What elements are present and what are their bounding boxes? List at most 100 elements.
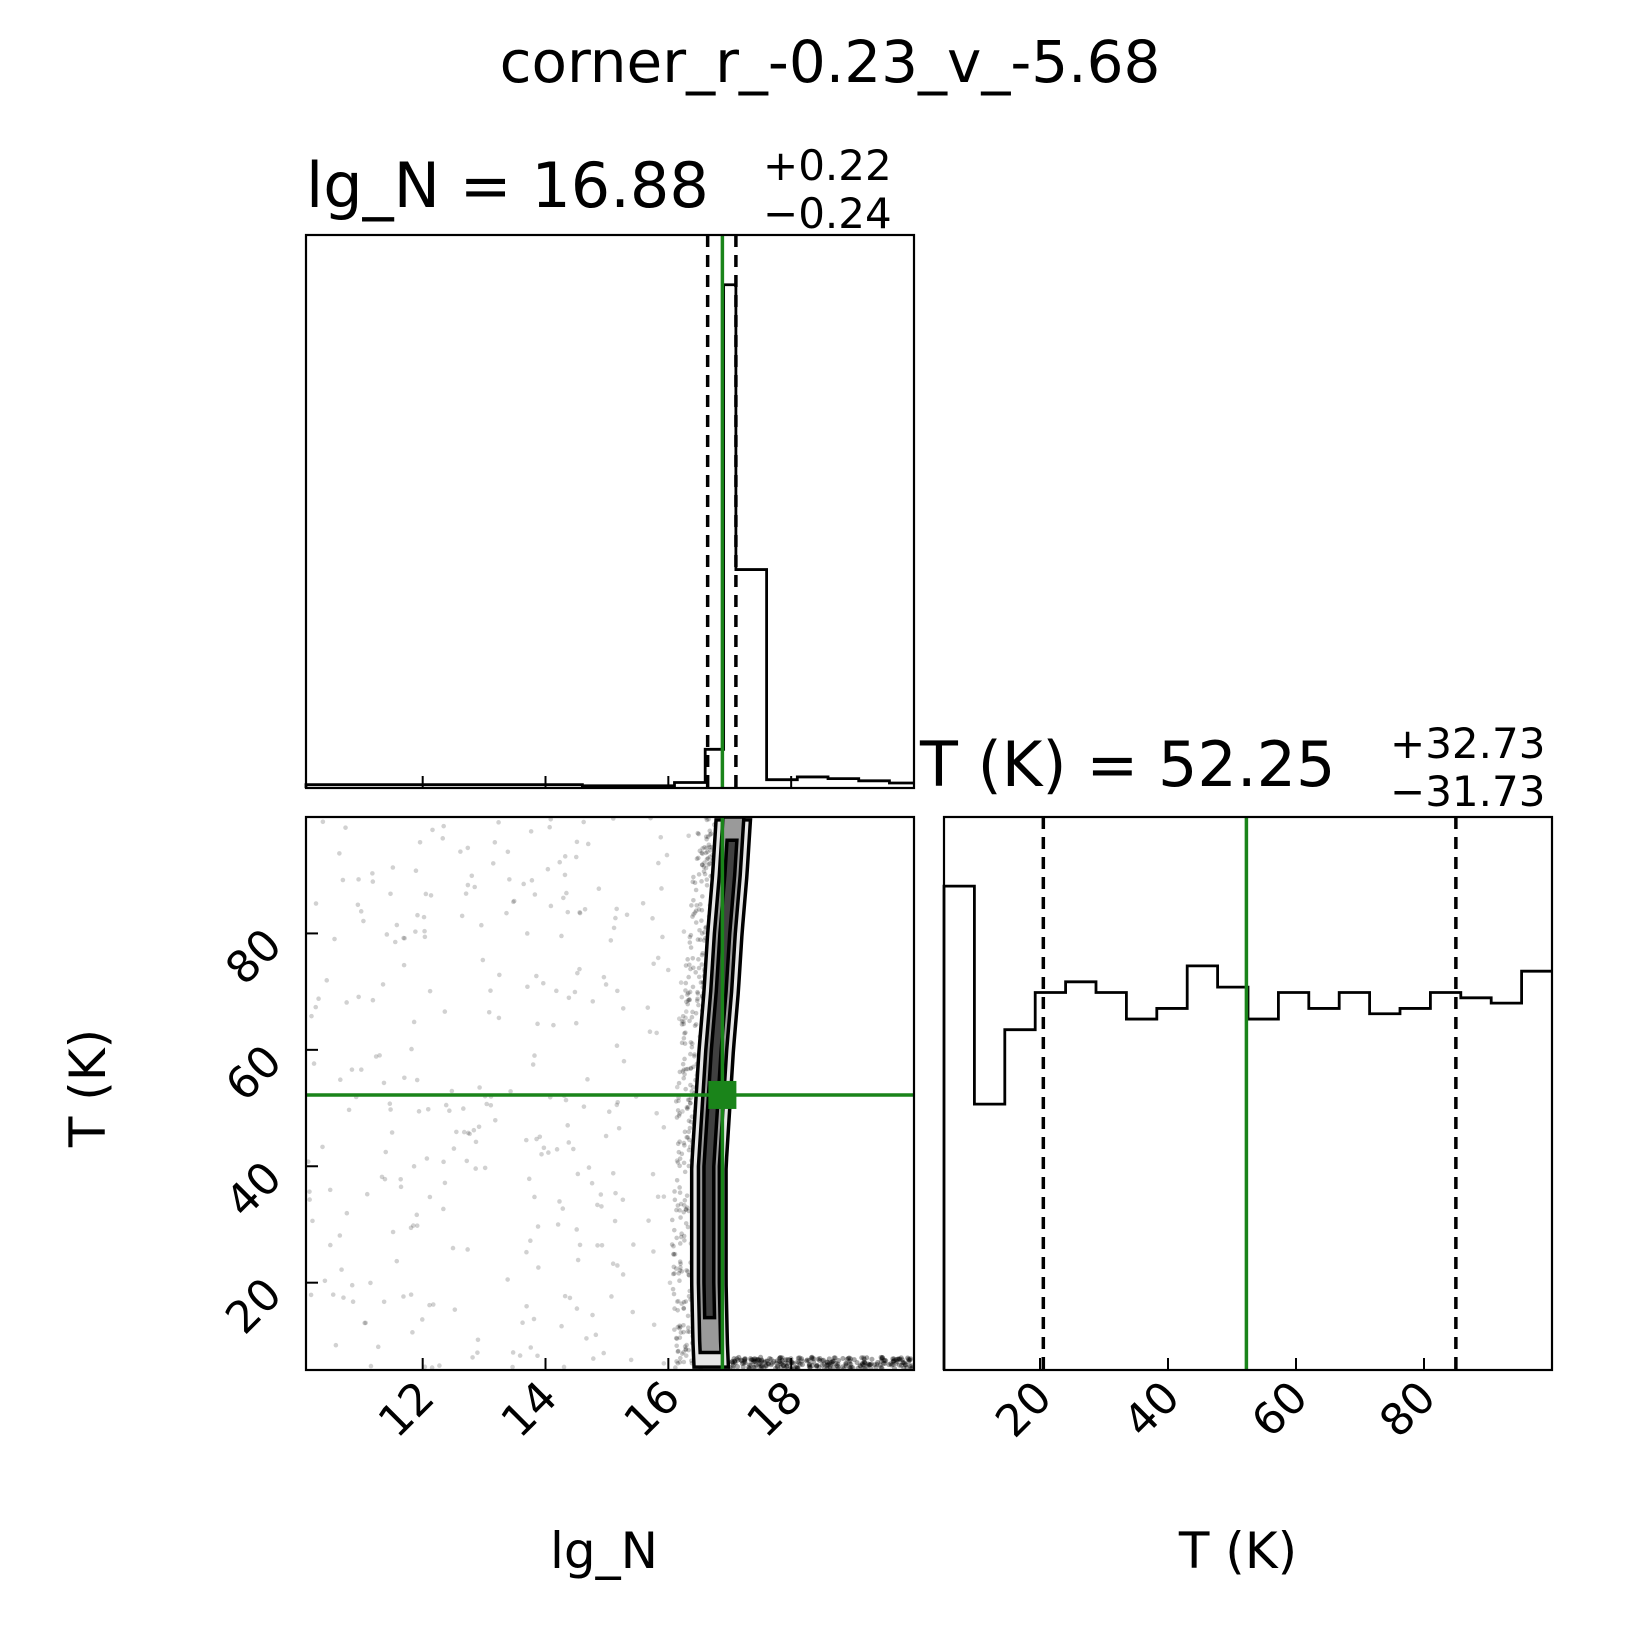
scatter-point: [496, 820, 501, 825]
scatter-point: [826, 1356, 832, 1362]
scatter-point: [777, 1355, 783, 1361]
scatter-point: [535, 1224, 541, 1229]
scatter-point: [845, 1355, 851, 1361]
scatter-point: [630, 1309, 636, 1315]
scatter-point: [686, 974, 691, 980]
scatter-point: [422, 1364, 428, 1370]
scatter-point: [673, 1266, 679, 1271]
scatter-point: [742, 1356, 748, 1362]
scatter-point: [702, 929, 707, 935]
scatter-point: [676, 1149, 682, 1155]
scatter-point: [904, 1365, 910, 1370]
scatter-point: [676, 1016, 682, 1022]
T-histogram-panel: 20 40 60 80: [942, 815, 1554, 1447]
scatter-point: [687, 997, 692, 1003]
scatter-point: [763, 1362, 769, 1368]
scatter-point: [672, 1189, 677, 1194]
scatter-point: [682, 1031, 687, 1036]
scatter-point: [684, 1342, 689, 1348]
contour-inner: [702, 838, 739, 1320]
scatter-point: [814, 1363, 820, 1369]
scatter-point: [465, 1247, 470, 1252]
scatter-point: [536, 1265, 541, 1270]
scatter-point: [567, 1295, 573, 1301]
scatter-point: [758, 1354, 764, 1360]
scatter-point: [700, 950, 706, 956]
scatter-point: [897, 1362, 903, 1368]
T-err-plus: +32.73: [1390, 719, 1545, 768]
scatter-point: [861, 1359, 867, 1365]
scatter-point: [860, 1360, 866, 1366]
scatter-point: [640, 900, 646, 906]
scatter-point: [674, 1158, 680, 1163]
scatter-point: [784, 1363, 790, 1369]
scatter-point: [683, 988, 688, 993]
scatter-point: [655, 955, 661, 961]
scatter-point: [707, 854, 713, 860]
scatter-point: [679, 994, 685, 1000]
scatter-point: [895, 1356, 901, 1362]
scatter-point: [879, 1355, 885, 1361]
y-tick-label: 60: [216, 1036, 292, 1112]
scatter-point: [747, 1362, 753, 1368]
scatter-point: [774, 1358, 780, 1364]
scatter-point: [779, 1357, 785, 1363]
scatter-point: [880, 1360, 886, 1366]
scatter-point: [763, 1358, 769, 1364]
scatter-point: [628, 1357, 634, 1363]
scatter-point: [740, 1364, 746, 1370]
scatter-point: [685, 957, 690, 962]
x-axis-label-lgN: lg_N: [550, 1522, 658, 1580]
scatter-point: [441, 1159, 446, 1165]
scatter-point: [693, 1010, 699, 1016]
scatter-point: [848, 1361, 854, 1367]
scatter-point: [707, 844, 712, 850]
scatter-point: [380, 982, 386, 987]
scatter-point: [333, 1342, 339, 1348]
scatter-point: [408, 1292, 414, 1297]
scatter-point: [430, 1302, 436, 1307]
scatter-point: [753, 1362, 759, 1368]
scatter-point: [808, 1355, 814, 1361]
scatter-point: [664, 852, 670, 858]
scatter-point: [524, 1303, 529, 1309]
scatter-point: [411, 1164, 417, 1169]
scatter-point: [511, 898, 517, 904]
scatter-point: [561, 1364, 567, 1370]
scatter-point: [685, 1001, 691, 1007]
scatter-point: [465, 1130, 471, 1136]
scatter-point: [341, 1295, 346, 1300]
scatter-point: [830, 1358, 836, 1364]
scatter-point: [693, 1022, 699, 1027]
scatter-point: [350, 1299, 356, 1304]
scatter-point: [381, 1080, 387, 1086]
scatter-point: [795, 1359, 801, 1365]
scatter-point: [797, 1361, 803, 1367]
scatter-point: [843, 1361, 849, 1367]
scatter-point: [895, 1356, 901, 1362]
scatter-point: [677, 1259, 683, 1264]
scatter-point: [690, 914, 695, 919]
scatter-point: [680, 1061, 686, 1067]
scatter-point: [685, 1104, 691, 1110]
scatter-point: [696, 974, 702, 980]
scatter-point: [539, 1151, 544, 1157]
scatter-point: [590, 999, 596, 1004]
scatter-point: [698, 937, 703, 943]
scatter-point: [313, 901, 319, 906]
scatter-point: [470, 1355, 475, 1360]
scatter-point: [677, 1335, 683, 1340]
scatter-point: [675, 1360, 681, 1366]
panel-frame: [942, 815, 1554, 1372]
scatter-point: [665, 967, 671, 973]
scatter-point: [388, 891, 393, 897]
scatter-point: [679, 1018, 685, 1024]
scatter-point: [688, 932, 694, 938]
scatter-point: [324, 978, 330, 983]
scatter-point: [651, 961, 656, 967]
scatter-point: [697, 927, 702, 933]
scatter-point: [833, 1361, 839, 1367]
scatter-point: [694, 998, 700, 1004]
scatter-point: [867, 1362, 873, 1368]
scatter-point: [681, 1035, 687, 1041]
